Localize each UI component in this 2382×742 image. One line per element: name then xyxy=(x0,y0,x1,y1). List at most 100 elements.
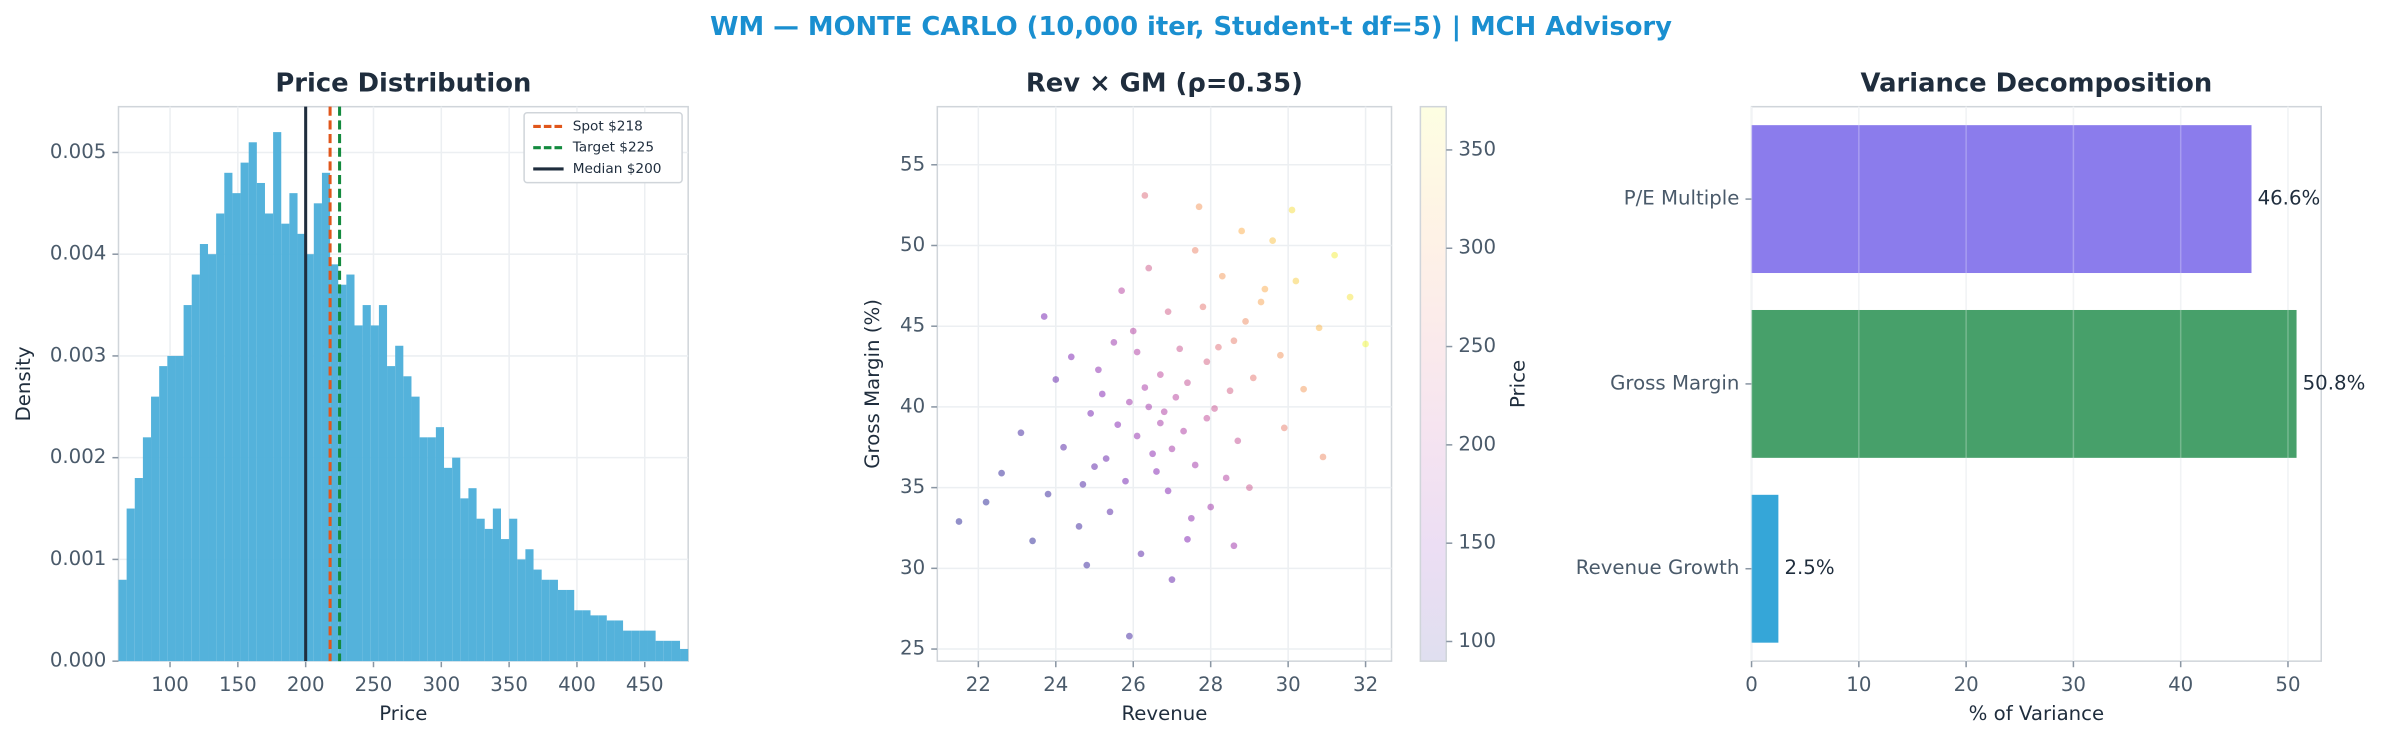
bar xyxy=(606,620,615,662)
bar xyxy=(199,244,209,662)
bar xyxy=(647,630,656,662)
bar xyxy=(313,203,322,662)
bar xyxy=(126,508,135,662)
point xyxy=(1133,348,1141,356)
y-tick-label: 50 xyxy=(900,233,925,256)
bar xyxy=(142,437,152,662)
point xyxy=(1238,227,1246,235)
point xyxy=(1106,508,1114,516)
bar xyxy=(655,640,664,662)
bar xyxy=(240,162,249,662)
legend-label: Median $200 xyxy=(573,161,662,177)
colorbar-tick-label: 100 xyxy=(1458,629,1496,652)
bar xyxy=(321,172,331,662)
point xyxy=(1079,481,1087,488)
bar xyxy=(264,213,274,662)
bar xyxy=(216,213,225,662)
point xyxy=(1180,427,1187,435)
legend-label: Target $225 xyxy=(572,140,654,156)
point xyxy=(1164,308,1172,316)
bar xyxy=(362,305,371,662)
figure-title: WM — MONTE CARLO (10,000 iter, Student-t… xyxy=(710,12,1672,42)
point xyxy=(1292,277,1300,285)
bar xyxy=(297,233,306,662)
subplot-title: Rev × GM (ρ=0.35) xyxy=(1026,68,1303,98)
point xyxy=(1102,455,1110,462)
x-tick-label: 40 xyxy=(2168,673,2193,696)
point xyxy=(1315,324,1323,332)
bar xyxy=(557,589,567,662)
bar xyxy=(167,355,176,662)
x-tick-label: 150 xyxy=(219,673,257,696)
bar xyxy=(460,498,469,662)
point xyxy=(1040,313,1048,320)
point xyxy=(1226,387,1234,395)
point xyxy=(1319,453,1327,461)
x-axis-label: Price xyxy=(379,702,427,725)
bar xyxy=(533,569,542,662)
colorbar-tick-label: 350 xyxy=(1458,137,1496,160)
bar xyxy=(541,579,550,662)
y-tick-label: 40 xyxy=(900,394,925,417)
bar xyxy=(338,284,347,662)
x-tick-label: 22 xyxy=(966,673,991,696)
y-tick-label: P/E Multiple xyxy=(1624,187,1740,210)
bar xyxy=(452,457,461,662)
point xyxy=(1300,385,1307,393)
bar xyxy=(468,488,477,662)
bar xyxy=(370,325,379,662)
point xyxy=(1331,251,1338,259)
bar xyxy=(175,355,184,662)
point xyxy=(1141,192,1149,199)
x-axis-label: % of Variance xyxy=(1969,702,2105,725)
point xyxy=(1083,561,1091,569)
point xyxy=(1126,398,1133,406)
value-label: 50.8% xyxy=(2303,371,2366,394)
bar xyxy=(598,615,607,662)
point xyxy=(1110,339,1118,346)
colorbar-tick-label: 250 xyxy=(1458,334,1496,357)
point xyxy=(1029,537,1036,545)
point xyxy=(1157,419,1164,427)
bar xyxy=(492,508,501,662)
x-tick-label: 250 xyxy=(355,673,393,696)
bar xyxy=(680,648,689,662)
point xyxy=(1277,351,1284,359)
x-tick-label: 30 xyxy=(1276,673,1301,696)
x-tick-label: 400 xyxy=(558,673,596,696)
point xyxy=(1207,503,1215,511)
bar xyxy=(484,528,493,662)
colorbar-tick-label: 150 xyxy=(1458,531,1496,554)
bar xyxy=(411,396,420,662)
bar xyxy=(191,274,200,662)
colorbar-tick-label: 200 xyxy=(1458,432,1496,455)
bar xyxy=(1751,309,2297,458)
point xyxy=(1126,632,1133,640)
x-tick-label: 50 xyxy=(2275,673,2300,696)
bar xyxy=(663,640,672,662)
point xyxy=(1091,463,1098,470)
point xyxy=(1184,379,1191,387)
point xyxy=(1145,264,1153,272)
bar xyxy=(623,630,632,662)
bar xyxy=(1751,494,1779,643)
x-tick-label: 26 xyxy=(1121,673,1146,696)
point xyxy=(1114,421,1122,429)
subplot-title: Price Distribution xyxy=(275,68,531,98)
colorbar-tick-label: 300 xyxy=(1458,236,1496,259)
point xyxy=(1164,487,1172,495)
point xyxy=(1067,353,1075,361)
point xyxy=(1191,246,1199,254)
x-tick-label: 0 xyxy=(1745,673,1758,696)
colorbar xyxy=(1419,105,1447,662)
bar xyxy=(273,132,282,662)
legend xyxy=(523,111,683,184)
bar xyxy=(289,193,298,662)
point xyxy=(1218,272,1226,280)
y-tick-label: 0.004 xyxy=(50,242,107,265)
bar xyxy=(354,325,363,662)
y-tick-label: 0.005 xyxy=(50,140,107,163)
bar xyxy=(118,579,127,662)
point xyxy=(1095,366,1102,374)
point xyxy=(1133,432,1141,440)
